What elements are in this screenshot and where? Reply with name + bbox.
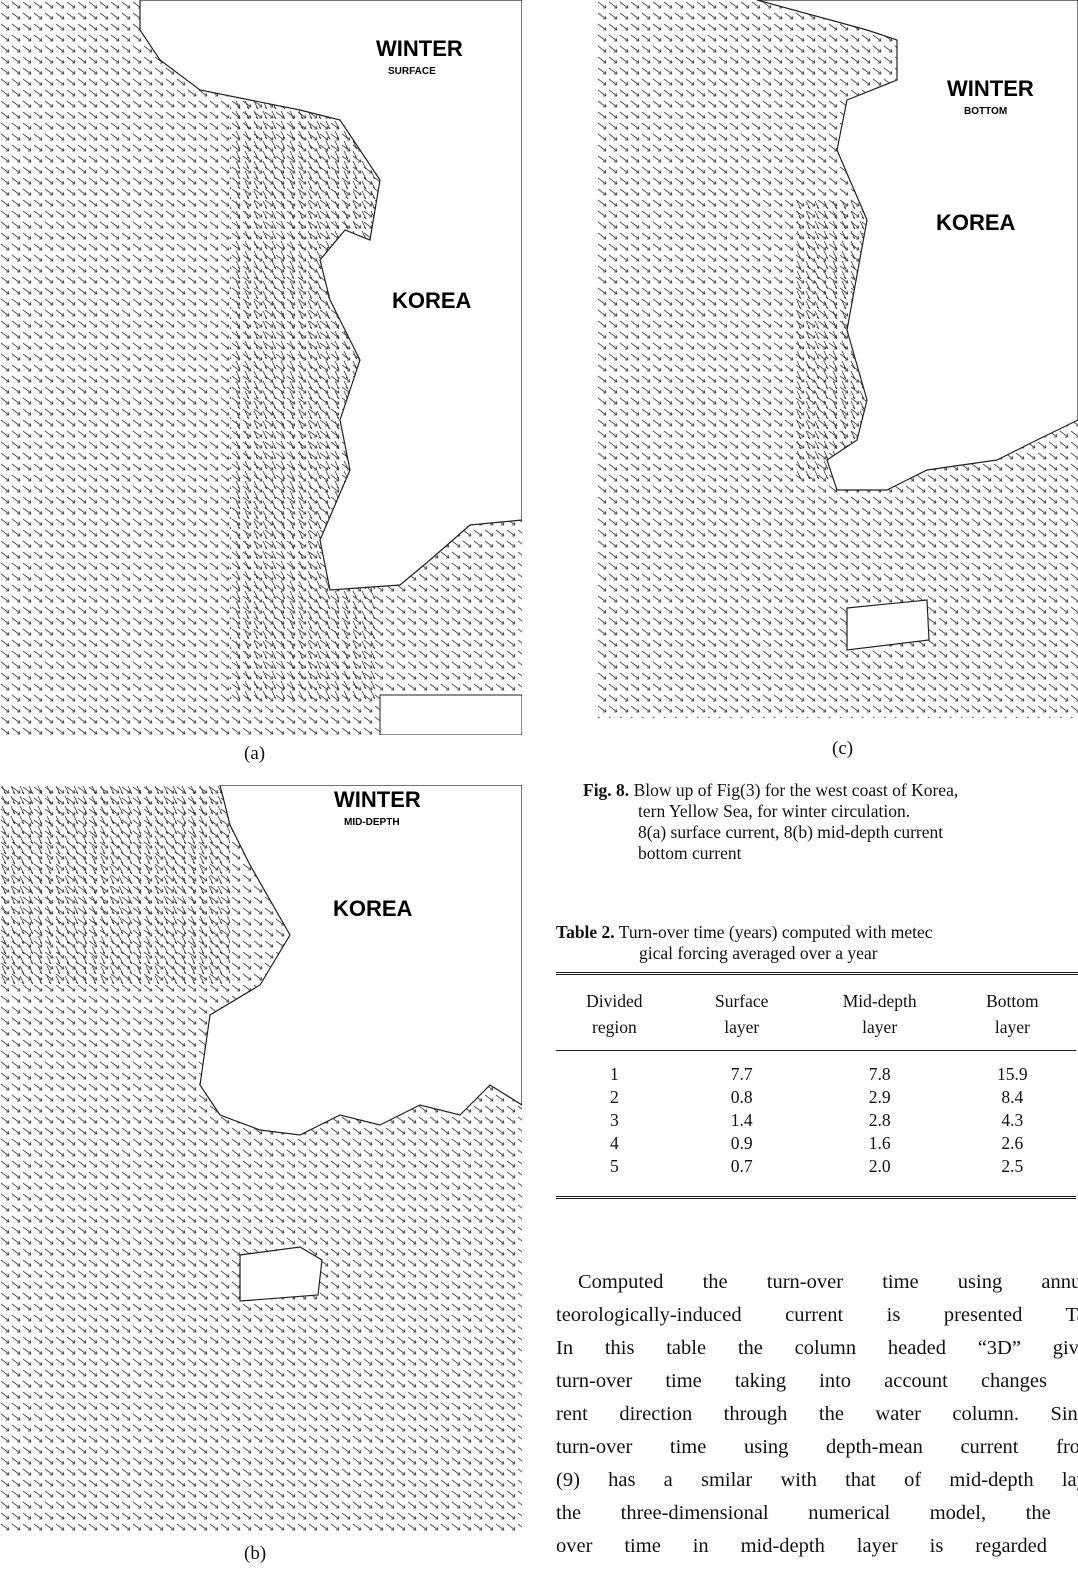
table-cell: 7.7 (673, 1051, 811, 1087)
table-cell: 4.3 (949, 1109, 1076, 1132)
paragraph-line: (9) has a smilar with that of mid-depth … (556, 1469, 1078, 1502)
table-cell: 3 (556, 1109, 673, 1132)
table-cell: 0.9 (673, 1132, 811, 1155)
paragraph-line: over time in mid-depth layer is regarded… (556, 1535, 1078, 1568)
header-line: Mid-depth (811, 988, 949, 1014)
table-cell: 1.6 (811, 1132, 949, 1155)
caption-line: 8(a) surface current, 8(b) mid-depth cur… (583, 822, 1078, 843)
paragraph-line: teorologically-induced current is presen… (556, 1304, 1078, 1337)
table-cell: 5 (556, 1155, 673, 1198)
vector-field-strong (0, 785, 230, 985)
header-line: layer (811, 1014, 949, 1040)
table-cell: 8.4 (949, 1086, 1076, 1109)
caption-line: tern Yellow Sea, for winter circulation. (583, 801, 1078, 822)
paragraph-line: the three-dimensional numerical model, t… (556, 1502, 1078, 1535)
table-cell: 0.7 (673, 1155, 811, 1198)
table-cell: 2.0 (811, 1155, 949, 1198)
caption-line: Blow up of Fig(3) for the west coast of … (634, 780, 959, 800)
table-cell: 2.8 (811, 1109, 949, 1132)
table-cell: 2.6 (949, 1132, 1076, 1155)
table-rule (556, 972, 1078, 975)
table-cell: 0.8 (673, 1086, 811, 1109)
header-line: Bottom (949, 988, 1076, 1014)
caption-line: bottom current (583, 843, 1078, 864)
header-line: region (556, 1014, 673, 1040)
region-label: KOREA (936, 210, 1016, 235)
figure-b: WINTER MID-DEPTH KOREA (0, 785, 522, 1535)
figure-subtitle: BOTTOM (964, 106, 1007, 117)
paragraph: Computed the turn-over time using annual… (556, 1271, 1078, 1568)
table-cell: 4 (556, 1132, 673, 1155)
table-cell: 1 (556, 1051, 673, 1087)
header-line: layer (949, 1014, 1076, 1040)
figure-c: WINTER BOTTOM KOREA (597, 0, 1078, 718)
table-caption: Table 2. Turn-over time (years) computed… (556, 922, 1078, 964)
caption-label: Fig. 8. (583, 780, 629, 800)
paragraph-line: Computed the turn-over time using annual (556, 1271, 1078, 1304)
paragraph-line: rent direction through the water column.… (556, 1403, 1078, 1436)
figure-a: WINTER SURFACE KOREA (0, 0, 522, 735)
table-cell: 7.8 (811, 1051, 949, 1087)
table-cell: 2.5 (949, 1155, 1076, 1198)
figure-title: WINTER (947, 76, 1034, 101)
figure-label: (a) (244, 743, 265, 765)
island (240, 1247, 322, 1301)
figure-subtitle: SURFACE (388, 66, 436, 77)
table-cell: 2.9 (811, 1086, 949, 1109)
table-cell: 15.9 (949, 1051, 1076, 1087)
caption-line: gical forcing averaged over a year (556, 943, 1078, 964)
coastline (380, 695, 522, 735)
table-label: Table 2. (556, 922, 615, 942)
figure-label: (c) (832, 738, 853, 760)
paragraph-line: turn-over time using depth-mean current … (556, 1436, 1078, 1469)
paragraph-line: turn-over time taking into account chang… (556, 1370, 1078, 1403)
region-label: KOREA (392, 288, 472, 313)
caption-line: Turn-over time (years) computed with met… (619, 922, 933, 942)
figure-label: (b) (244, 1543, 266, 1565)
header-line: Surface (673, 988, 811, 1014)
region-label: KOREA (333, 896, 413, 921)
paragraph-line: In this table the column headed “3D” giv… (556, 1337, 1078, 1370)
table-cell: 1.4 (673, 1109, 811, 1132)
header-line: layer (673, 1014, 811, 1040)
table-cell: 2 (556, 1086, 673, 1109)
figure-caption: Fig. 8. Blow up of Fig(3) for the west c… (583, 780, 1078, 864)
figure-subtitle: MID-DEPTH (344, 817, 400, 828)
header-line: Divided (556, 988, 673, 1014)
page: WINTER SURFACE KOREA (a) WINTER MID-DEPT… (0, 0, 1078, 1570)
figure-title: WINTER (376, 36, 463, 61)
figure-title: WINTER (334, 787, 421, 812)
